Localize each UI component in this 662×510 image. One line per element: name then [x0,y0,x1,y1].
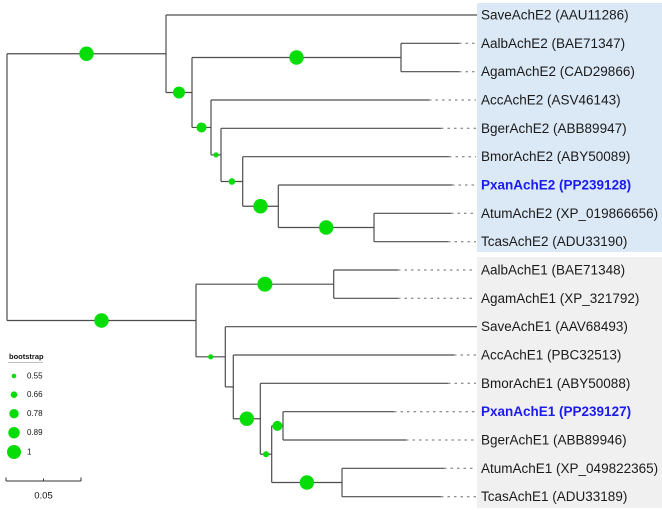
tip-label-aalb-ache2: AalbAchE2 (BAE71347) [481,36,625,51]
tip-label-agam-ache2: AgamAchE2 (CAD29866) [481,64,635,79]
bootstrap-node-icon [272,420,283,431]
tip-label-acc-ache2: AccAchE2 (ASV46143) [481,93,621,108]
bootstrap-node-icon [196,122,207,133]
tip-label-acc-ache1: AccAchE1 (PBC32513) [481,348,621,363]
bootstrap-node-icon [299,475,315,490]
tip-label-tcas-ache2: TcasAchE2 (ADU33190) [481,234,627,249]
tip-label-aalb-ache1: AalbAchE1 (BAE71348) [481,263,625,278]
legend-dot-icon [11,373,17,379]
legend-value: 1 [27,448,32,457]
legend-value: 0.55 [27,372,43,381]
scale-bar-label: 0.05 [34,490,53,501]
bootstrap-node-icon [228,178,236,185]
legend-dot-icon [10,391,18,399]
tip-label-bger-ache2: BgerAchE2 (ABB89947) [481,121,627,136]
bootstrap-node-icon [173,86,185,99]
tip-label-atum-ache1: AtumAchE1 (XP_049822365) [481,461,658,476]
bootstrap-node-icon [208,354,214,360]
legend-value: 0.66 [27,390,43,399]
ache1-clade-panel [477,257,662,508]
scale-bar: 0.05 [5,477,82,501]
tip-connectors [394,42,476,498]
tip-label-agam-ache1: AgamAchE1 (XP_321792) [481,291,639,306]
tip-label-save-ache2: SaveAchE2 (AAU11286) [481,8,629,23]
bootstrap-node-icon [257,276,273,292]
bootstrap-node-icon [213,152,219,158]
tree-branches [6,14,477,498]
legend-dot-icon [8,427,20,439]
legend-title: bootstrap [9,352,44,361]
legend-dot-icon [9,409,19,419]
clade-panels [477,3,662,508]
tip-label-tcas-ache1: TcasAchE1 (ADU33189) [481,489,627,504]
legend-dot-icon [7,445,21,459]
bootstrap-legend: bootstrap 0.55 0.66 0.78 0.89 1 [7,352,44,459]
tip-label-save-ache1: SaveAchE1 (AAV68493) [481,319,628,334]
tip-label-atum-ache2: AtumAchE2 (XP_019866656) [481,206,658,221]
bootstrap-node-icon [239,411,254,426]
bootstrap-node-icon [79,46,94,61]
tip-label-pxan-ache1-highlighted: PxanAchE1 (PP239127) [481,404,631,419]
bootstrap-node-icon [263,451,269,458]
legend-value: 0.89 [27,428,43,437]
ache2-clade-panel [477,3,662,252]
bootstrap-node-icon [94,313,109,328]
tip-label-bmor-ache2: BmorAchE2 (ABY50089) [481,149,630,164]
legend-value: 0.78 [27,409,43,418]
tip-labels: SaveAchE2 (AAU11286) AalbAchE2 (BAE71347… [481,8,658,505]
bootstrap-node-icon [289,50,304,65]
bootstrap-nodes [79,46,334,490]
bootstrap-node-icon [319,220,334,235]
tip-label-bger-ache1: BgerAchE1 (ABB89946) [481,433,627,448]
tip-label-bmor-ache1: BmorAchE1 (ABY50088) [481,376,630,391]
tip-label-pxan-ache2-highlighted: PxanAchE2 (PP239128) [481,178,631,193]
bootstrap-node-icon [253,199,268,214]
